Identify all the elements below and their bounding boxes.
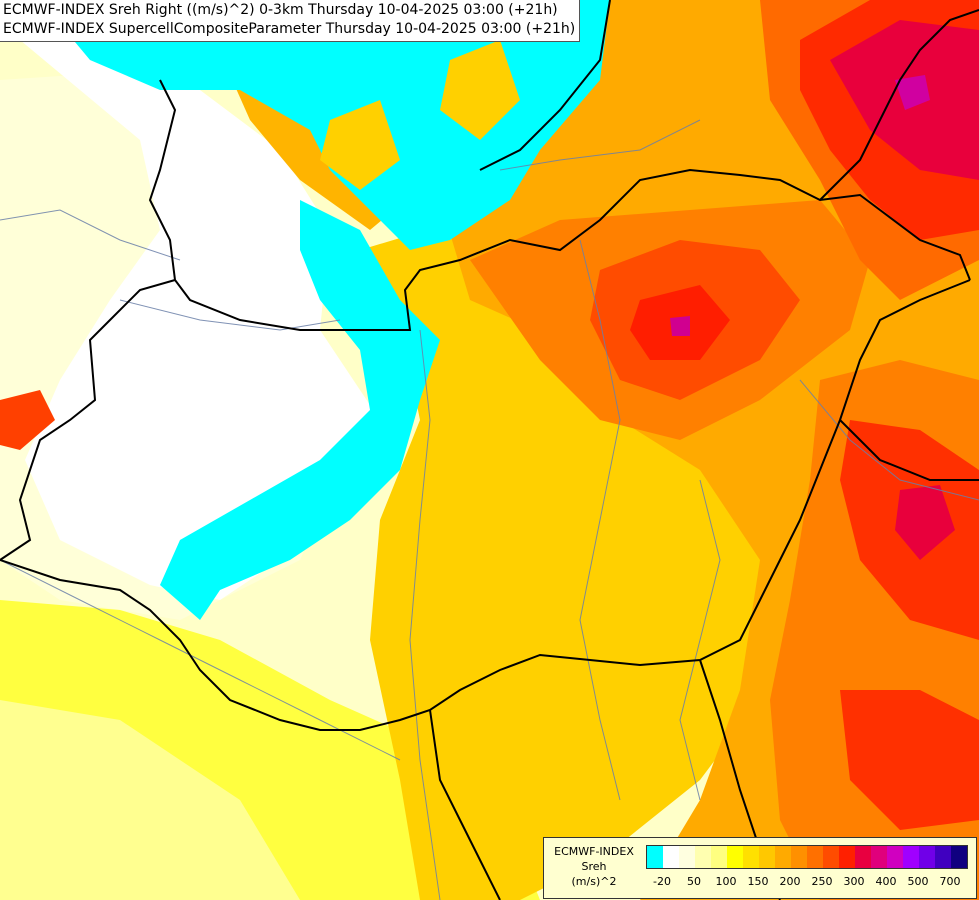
legend-title: ECMWF-INDEX <box>554 845 634 858</box>
legend-variable: Sreh <box>581 860 607 873</box>
legend-tick-label: 700 <box>939 875 961 888</box>
red-spot-west <box>0 390 55 450</box>
rivers <box>0 119 979 900</box>
legend-tick-label: -20 <box>653 875 671 888</box>
legend-swatch <box>775 846 791 868</box>
legend-tick-label: 500 <box>907 875 929 888</box>
legend-tick-label: 300 <box>843 875 865 888</box>
pale-field-southwest <box>0 700 300 900</box>
map-header: ECMWF-INDEX Sreh Right ((m/s)^2) 0-3km T… <box>0 0 581 42</box>
legend-unit: (m/s)^2 <box>571 875 617 888</box>
magenta-spot-center <box>670 316 690 336</box>
legend-tick-label: 50 <box>687 875 701 888</box>
legend-tick-label: 150 <box>747 875 769 888</box>
legend-swatch <box>823 846 839 868</box>
legend-swatch <box>855 846 871 868</box>
legend-swatch <box>695 846 711 868</box>
legend-tick-label: 100 <box>715 875 737 888</box>
legend-title-block: ECMWF-INDEX Sreh (m/s)^2 <box>546 844 642 889</box>
legend-swatch <box>871 846 887 868</box>
legend-ticks: -20 50 100 150 200 250 300 400 500 700 <box>646 875 976 891</box>
legend-swatch <box>951 846 967 868</box>
legend-swatch <box>919 846 935 868</box>
magenta-spot-northeast <box>895 75 930 110</box>
legend-swatch <box>743 846 759 868</box>
legend-swatch <box>711 846 727 868</box>
legend-swatch <box>727 846 743 868</box>
legend-swatches <box>646 845 968 869</box>
header-line-2: ECMWF-INDEX SupercellCompositeParameter … <box>3 21 576 37</box>
legend-swatch <box>935 846 951 868</box>
legend-swatch <box>663 846 679 868</box>
gold-field-center <box>360 220 780 900</box>
legend-swatch <box>679 846 695 868</box>
red-field-southeast <box>840 690 979 830</box>
gold-spots-north <box>320 40 520 190</box>
legend-tick-label: 250 <box>811 875 833 888</box>
legend-swatch <box>759 846 775 868</box>
legend-swatch <box>887 846 903 868</box>
cyan-field-tongue <box>160 200 440 620</box>
legend-swatch <box>903 846 919 868</box>
legend-swatch <box>791 846 807 868</box>
legend-swatch <box>647 846 663 868</box>
legend-swatch <box>807 846 823 868</box>
header-line-1: ECMWF-INDEX Sreh Right ((m/s)^2) 0-3km T… <box>3 2 558 18</box>
legend-tick-label: 200 <box>779 875 801 888</box>
legend-swatch <box>839 846 855 868</box>
legend-tick-label: 400 <box>875 875 897 888</box>
color-legend: ECMWF-INDEX Sreh (m/s)^2 -20 50 100 150 200 2… <box>543 837 977 899</box>
white-field <box>20 20 380 600</box>
crimson-spot-east <box>895 485 955 560</box>
